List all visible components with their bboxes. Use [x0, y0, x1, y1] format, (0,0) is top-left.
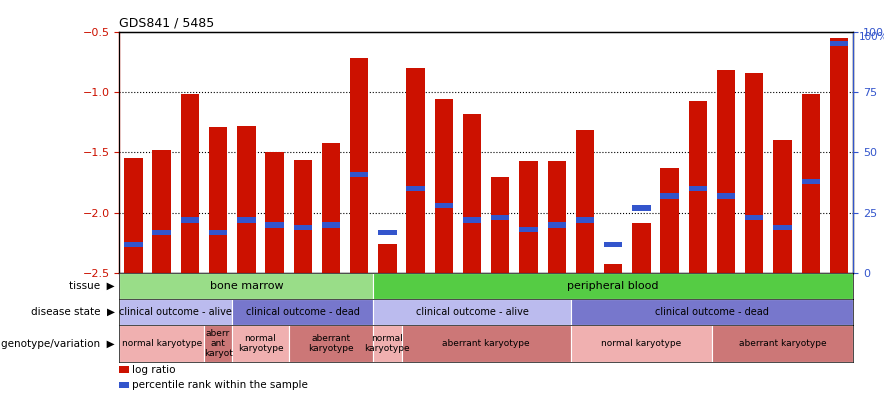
Text: aberrant
karyotype: aberrant karyotype	[309, 334, 354, 353]
Text: tissue  ▶: tissue ▶	[69, 281, 115, 291]
Bar	[712, 325, 853, 362]
Bar	[604, 242, 622, 247]
Bar	[289, 325, 373, 362]
Bar	[745, 215, 764, 220]
Bar	[293, 160, 312, 273]
Bar	[232, 299, 373, 325]
Bar	[547, 222, 566, 228]
Bar	[802, 95, 819, 273]
Bar	[293, 225, 312, 230]
Bar	[153, 150, 171, 273]
Bar	[604, 264, 622, 273]
Bar	[209, 127, 227, 273]
Bar	[575, 217, 594, 223]
Bar	[378, 230, 397, 235]
Bar	[373, 299, 571, 325]
Bar	[125, 242, 142, 247]
Bar	[237, 126, 255, 273]
Bar	[830, 38, 848, 273]
Bar	[119, 325, 204, 362]
Bar	[632, 223, 651, 273]
Bar	[802, 179, 819, 184]
Text: bone marrow: bone marrow	[210, 281, 283, 291]
Text: aberr
ant
karyot: aberr ant karyot	[203, 329, 232, 358]
Bar	[660, 168, 679, 273]
Bar	[492, 177, 509, 273]
Bar	[492, 215, 509, 220]
Text: normal karyotype: normal karyotype	[121, 339, 202, 348]
Bar	[180, 95, 199, 273]
Bar	[232, 325, 289, 362]
Bar	[119, 366, 128, 373]
Bar	[153, 230, 171, 235]
Bar	[322, 222, 340, 228]
Text: log ratio: log ratio	[133, 365, 176, 375]
Bar	[717, 70, 735, 273]
Text: disease state  ▶: disease state ▶	[31, 307, 115, 317]
Bar	[774, 225, 792, 230]
Bar	[407, 68, 425, 273]
Text: clinical outcome - dead: clinical outcome - dead	[246, 307, 360, 317]
Text: normal
karyotype: normal karyotype	[238, 334, 283, 353]
Bar	[689, 186, 707, 191]
Bar	[119, 382, 128, 388]
Text: genotype/variation  ▶: genotype/variation ▶	[1, 339, 115, 348]
Text: normal karyotype: normal karyotype	[601, 339, 682, 348]
Bar	[125, 158, 142, 273]
Bar	[373, 325, 401, 362]
Bar	[373, 273, 853, 299]
Bar	[401, 325, 571, 362]
Bar	[350, 171, 369, 177]
Bar	[463, 114, 481, 273]
Bar	[830, 41, 848, 46]
Bar	[209, 230, 227, 235]
Bar	[774, 140, 792, 273]
Bar	[322, 143, 340, 273]
Text: aberrant karyotype: aberrant karyotype	[739, 339, 827, 348]
Bar	[378, 244, 397, 273]
Bar	[350, 58, 369, 273]
Text: clinical outcome - alive: clinical outcome - alive	[119, 307, 232, 317]
Text: percentile rank within the sample: percentile rank within the sample	[133, 380, 308, 390]
Bar	[407, 186, 425, 191]
Text: 100%: 100%	[858, 32, 884, 42]
Bar	[571, 299, 853, 325]
Bar	[571, 325, 712, 362]
Bar	[265, 152, 284, 273]
Bar	[689, 101, 707, 273]
Text: peripheral blood: peripheral blood	[568, 281, 659, 291]
Bar	[119, 273, 373, 299]
Text: GDS841 / 5485: GDS841 / 5485	[119, 16, 215, 29]
Bar	[265, 222, 284, 228]
Bar	[745, 73, 764, 273]
Bar	[237, 217, 255, 223]
Text: clinical outcome - alive: clinical outcome - alive	[415, 307, 529, 317]
Bar	[435, 203, 453, 208]
Bar	[717, 193, 735, 199]
Bar	[119, 299, 232, 325]
Bar	[463, 217, 481, 223]
Bar	[520, 161, 537, 273]
Bar	[180, 217, 199, 223]
Bar	[632, 206, 651, 211]
Bar	[204, 325, 232, 362]
Text: clinical outcome - dead: clinical outcome - dead	[655, 307, 769, 317]
Text: normal
karyotype: normal karyotype	[364, 334, 410, 353]
Text: aberrant karyotype: aberrant karyotype	[442, 339, 530, 348]
Bar	[660, 193, 679, 199]
Bar	[435, 99, 453, 273]
Bar	[520, 227, 537, 232]
Bar	[547, 161, 566, 273]
Bar	[575, 129, 594, 273]
